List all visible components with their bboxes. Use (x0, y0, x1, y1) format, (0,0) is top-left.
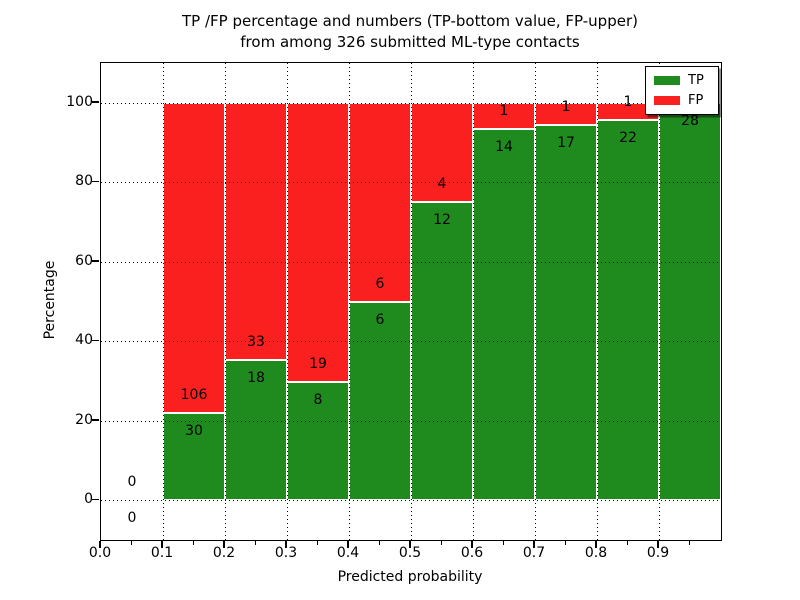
x-major-tick-0.6 (471, 540, 473, 548)
gridline-x-0.9 (659, 63, 660, 540)
count-fp-0.1-0.2: 106 (180, 386, 208, 403)
x-minor-tick-9 (688, 540, 690, 545)
y-major-tick-0 (91, 498, 99, 500)
count-tp-0.5-0.6: 12 (433, 212, 451, 229)
count-tp-0.2-0.3: 18 (247, 369, 265, 386)
x-major-tick-0.9 (657, 540, 659, 548)
count-tp-0.8-0.9: 22 (619, 130, 637, 147)
chart-title: TP /FP percentage and numbers (TP-bottom… (100, 11, 720, 53)
x-tick-label-0.5: 0.5 (398, 545, 422, 561)
x-major-tick-0.5 (409, 540, 411, 548)
legend-item-TP: TP (654, 74, 710, 87)
bar-fp-0.2-0.3 (225, 102, 287, 360)
count-fp-0.7-0.8: 1 (561, 98, 571, 115)
bar-labels-layer: 0010630331819866412114117122028 (101, 63, 721, 540)
y-tick-label-60: 60 (75, 252, 93, 269)
y-tick-label-80: 80 (75, 173, 93, 190)
count-tp-0.1-0.2: 30 (185, 422, 203, 439)
gridline-x-0.4 (349, 63, 350, 540)
x-major-tick-0.0 (99, 540, 101, 548)
x-tick-label-0.9: 0.9 (646, 545, 670, 561)
x-major-tick-0.2 (223, 540, 225, 548)
x-minor-tick-6 (502, 540, 504, 545)
legend-item-FP: FP (654, 94, 710, 107)
x-tick-label-0.6: 0.6 (460, 545, 484, 561)
chart-title-line1: TP /FP percentage and numbers (TP-bottom… (182, 12, 638, 30)
grid-layer (101, 63, 721, 540)
y-tick-label-40: 40 (75, 332, 93, 349)
x-minor-tick-4 (378, 540, 380, 545)
x-tick-label-0.3: 0.3 (274, 545, 298, 561)
count-fp-0.5-0.6: 4 (437, 176, 447, 193)
gridline-x-0.8 (597, 63, 598, 540)
count-tp-0.6-0.7: 14 (495, 139, 513, 156)
bar-fp-0.5-0.6 (411, 102, 473, 203)
x-major-tick-0.4 (347, 540, 349, 548)
x-minor-tick-8 (626, 540, 628, 545)
bar-tp-0.6-0.7 (473, 129, 535, 501)
count-fp-0.3-0.4: 19 (309, 356, 327, 373)
count-tp-0.9-1: 28 (681, 112, 699, 129)
bar-fp-0.3-0.4 (287, 102, 349, 383)
count-fp-0.2-0.3: 33 (247, 333, 265, 350)
x-major-tick-0.7 (533, 540, 535, 548)
x-minor-tick-3 (316, 540, 318, 545)
gridline-x-0.2 (225, 63, 226, 540)
x-tick-label-0.4: 0.4 (336, 545, 360, 561)
y-tick-label-100: 100 (66, 93, 93, 110)
x-minor-tick-2 (254, 540, 256, 545)
y-major-tick-40 (91, 339, 99, 341)
x-minor-tick-5 (440, 540, 442, 545)
x-tick-label-0.1: 0.1 (150, 545, 174, 561)
legend-swatch-tp-icon (654, 76, 680, 85)
gridline-x-0.6 (473, 63, 474, 540)
y-major-tick-60 (91, 260, 99, 262)
gridline-x-0.7 (535, 63, 536, 540)
x-tick-label-0.7: 0.7 (522, 545, 546, 561)
x-minor-tick-1 (192, 540, 194, 545)
count-tp-0-0.1: 0 (127, 510, 137, 527)
gridline-x-0.1 (163, 63, 164, 540)
count-fp-0.8-0.9: 1 (623, 94, 633, 111)
gridline-x-0.5 (411, 63, 412, 540)
x-tick-label-0.2: 0.2 (212, 545, 236, 561)
x-minor-tick-0 (130, 540, 132, 545)
count-fp-0.6-0.7: 1 (499, 103, 509, 120)
bar-tp-0.9-1 (659, 102, 721, 501)
legend-label-tp: TP (688, 73, 704, 88)
legend: TP FP (645, 66, 719, 115)
y-major-tick-100 (91, 101, 99, 103)
gridline-x-0.3 (287, 63, 288, 540)
chart-title-line2: from among 326 submitted ML-type contact… (240, 33, 580, 51)
x-minor-tick-7 (564, 540, 566, 545)
count-tp-0.7-0.8: 17 (557, 134, 575, 151)
legend-label-fp: FP (688, 93, 704, 108)
legend-swatch-fp-icon (654, 96, 680, 105)
y-tick-label-20: 20 (75, 411, 93, 428)
bar-fp-0.6-0.7 (473, 102, 535, 130)
count-tp-0.3-0.4: 8 (313, 392, 323, 409)
x-major-tick-0.3 (285, 540, 287, 548)
y-tick-label-0: 0 (84, 491, 93, 508)
x-major-tick-0.8 (595, 540, 597, 548)
bar-fp-0.1-0.2 (163, 102, 225, 413)
x-major-tick-0.1 (161, 540, 163, 548)
y-axis-label: Percentage (42, 260, 58, 340)
count-fp-0-0.1: 0 (127, 474, 137, 491)
x-tick-label-0.8: 0.8 (584, 545, 608, 561)
x-tick-label-0.0: 0.0 (88, 545, 112, 561)
x-axis-label: Predicted probability (337, 569, 483, 585)
bars-layer (101, 63, 721, 540)
bar-tp-0.8-0.9 (597, 120, 659, 501)
y-major-tick-20 (91, 419, 99, 421)
count-tp-0.4-0.5: 6 (375, 311, 385, 328)
y-major-tick-80 (91, 180, 99, 182)
count-fp-0.4-0.5: 6 (375, 275, 385, 292)
